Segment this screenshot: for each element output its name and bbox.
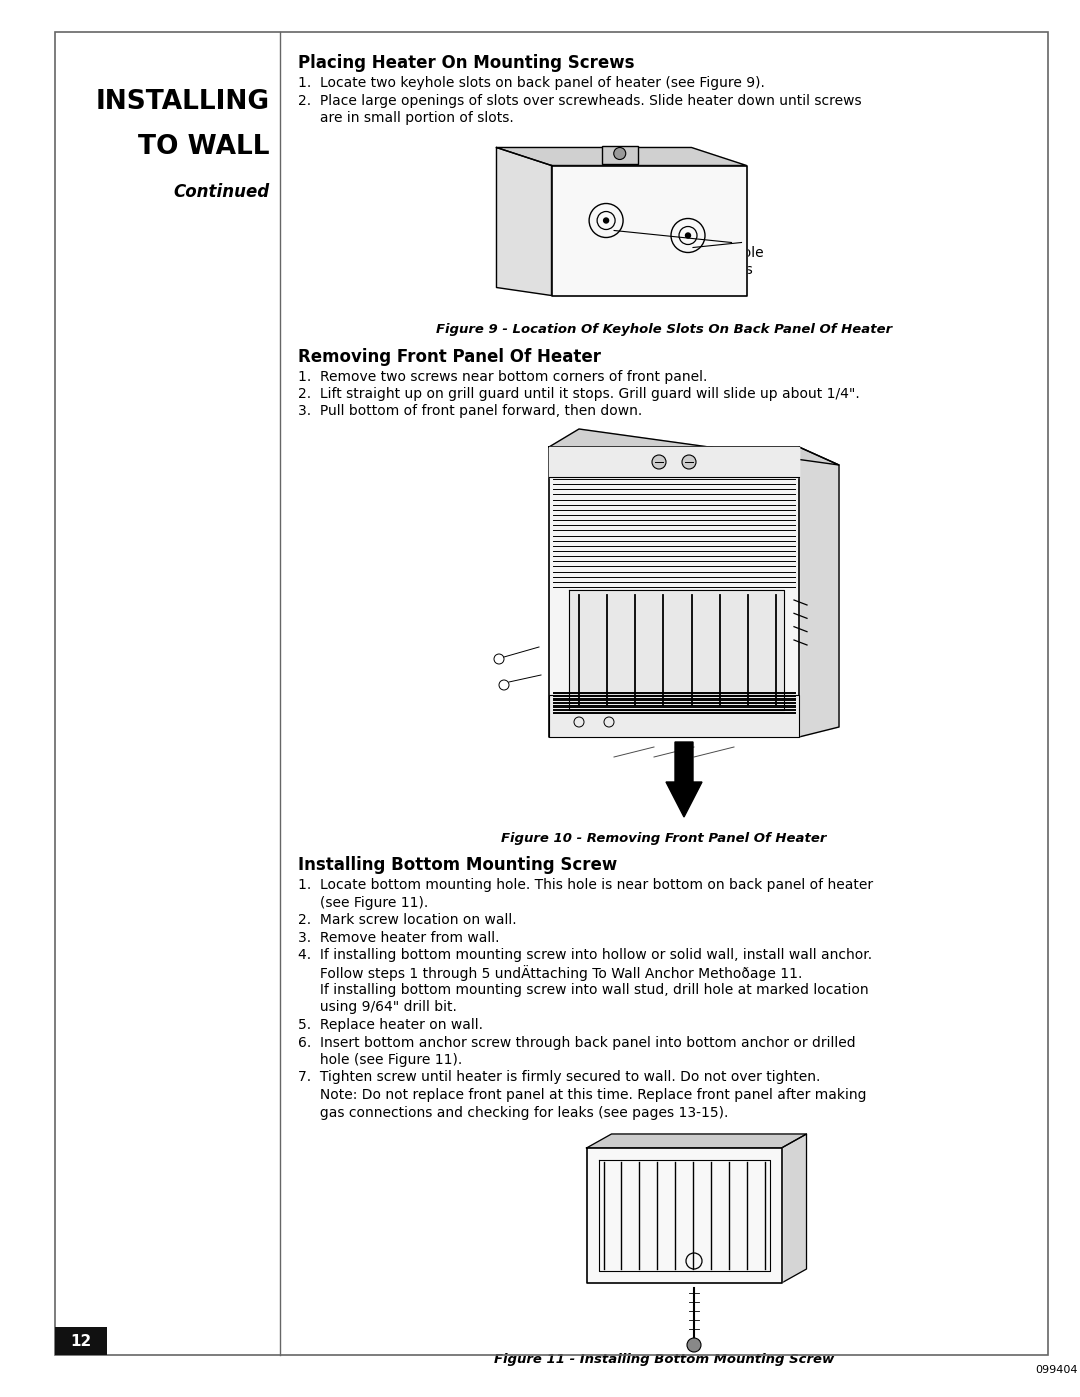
Text: If installing bottom mounting screw into wall stud, drill hole at marked locatio: If installing bottom mounting screw into… xyxy=(298,983,868,997)
Text: using 9/64" drill bit.: using 9/64" drill bit. xyxy=(298,1000,457,1014)
Bar xyxy=(55,1327,107,1355)
Text: Figure 9 - Location Of Keyhole Slots On Back Panel Of Heater: Figure 9 - Location Of Keyhole Slots On … xyxy=(436,324,892,337)
Text: 1.  Remove two screws near bottom corners of front panel.: 1. Remove two screws near bottom corners… xyxy=(298,369,707,384)
Text: Keyhole: Keyhole xyxy=(710,246,764,260)
Circle shape xyxy=(613,148,625,159)
Polygon shape xyxy=(552,165,746,296)
Text: hole (see Figure 11).: hole (see Figure 11). xyxy=(298,1053,462,1067)
Text: 3.  Pull bottom of front panel forward, then down.: 3. Pull bottom of front panel forward, t… xyxy=(298,405,643,419)
Text: 2.  Place large openings of slots over screwheads. Slide heater down until screw: 2. Place large openings of slots over sc… xyxy=(298,94,862,108)
Text: Removing Front Panel Of Heater: Removing Front Panel Of Heater xyxy=(298,348,600,366)
Circle shape xyxy=(604,218,609,224)
Text: 4.  If installing bottom mounting screw into hollow or solid wall, install wall : 4. If installing bottom mounting screw i… xyxy=(298,949,873,963)
Text: Figure 11 - Installing Bottom Mounting Screw: Figure 11 - Installing Bottom Mounting S… xyxy=(494,1354,834,1366)
Text: Follow steps 1 through 5 undÄttaching To Wall Anchor Methoðage 11.: Follow steps 1 through 5 undÄttaching To… xyxy=(298,965,802,982)
Circle shape xyxy=(687,1338,701,1352)
Text: INSTALLING: INSTALLING xyxy=(96,89,270,115)
Text: 1.  Locate bottom mounting hole. This hole is near bottom on back panel of heate: 1. Locate bottom mounting hole. This hol… xyxy=(298,877,873,893)
Text: gas connections and checking for leaks (see pages 13-15).: gas connections and checking for leaks (… xyxy=(298,1105,728,1119)
Polygon shape xyxy=(569,590,784,710)
Text: Slots: Slots xyxy=(719,264,754,278)
Polygon shape xyxy=(497,148,552,296)
Circle shape xyxy=(681,455,696,469)
Polygon shape xyxy=(586,1148,782,1282)
Text: 2.  Mark screw location on wall.: 2. Mark screw location on wall. xyxy=(298,914,516,928)
Text: 5.  Replace heater on wall.: 5. Replace heater on wall. xyxy=(298,1018,483,1032)
Polygon shape xyxy=(549,429,839,465)
Text: Placing Heater On Mounting Screws: Placing Heater On Mounting Screws xyxy=(298,54,635,73)
Text: 2.  Lift straight up on grill guard until it stops. Grill guard will slide up ab: 2. Lift straight up on grill guard until… xyxy=(298,387,860,401)
Text: 12: 12 xyxy=(70,1334,92,1348)
Text: Figure 10 - Removing Front Panel Of Heater: Figure 10 - Removing Front Panel Of Heat… xyxy=(501,833,826,845)
Polygon shape xyxy=(497,148,746,165)
Polygon shape xyxy=(666,742,702,817)
Bar xyxy=(602,145,638,163)
Polygon shape xyxy=(782,1134,807,1282)
Text: 6.  Insert bottom anchor screw through back panel into bottom anchor or drilled: 6. Insert bottom anchor screw through ba… xyxy=(298,1035,855,1049)
Text: Installing Bottom Mounting Screw: Installing Bottom Mounting Screw xyxy=(298,856,618,875)
Text: 7.  Tighten screw until heater is firmly secured to wall. Do not over tighten.: 7. Tighten screw until heater is firmly … xyxy=(298,1070,821,1084)
Text: TO WALL: TO WALL xyxy=(138,134,270,161)
Text: 3.  Remove heater from wall.: 3. Remove heater from wall. xyxy=(298,930,499,944)
Polygon shape xyxy=(549,447,799,738)
Text: are in small portion of slots.: are in small portion of slots. xyxy=(298,110,514,124)
Bar xyxy=(549,694,799,738)
Text: Continued: Continued xyxy=(174,183,270,201)
Polygon shape xyxy=(799,447,839,738)
Text: (see Figure 11).: (see Figure 11). xyxy=(298,895,429,909)
Circle shape xyxy=(652,455,666,469)
Circle shape xyxy=(686,233,690,237)
Text: Note: Do not replace front panel at this time. Replace front panel after making: Note: Do not replace front panel at this… xyxy=(298,1088,866,1102)
Text: 099404: 099404 xyxy=(1036,1365,1078,1375)
Polygon shape xyxy=(586,1134,807,1148)
Text: 1.  Locate two keyhole slots on back panel of heater (see Figure 9).: 1. Locate two keyhole slots on back pane… xyxy=(298,75,765,89)
Polygon shape xyxy=(549,447,799,476)
